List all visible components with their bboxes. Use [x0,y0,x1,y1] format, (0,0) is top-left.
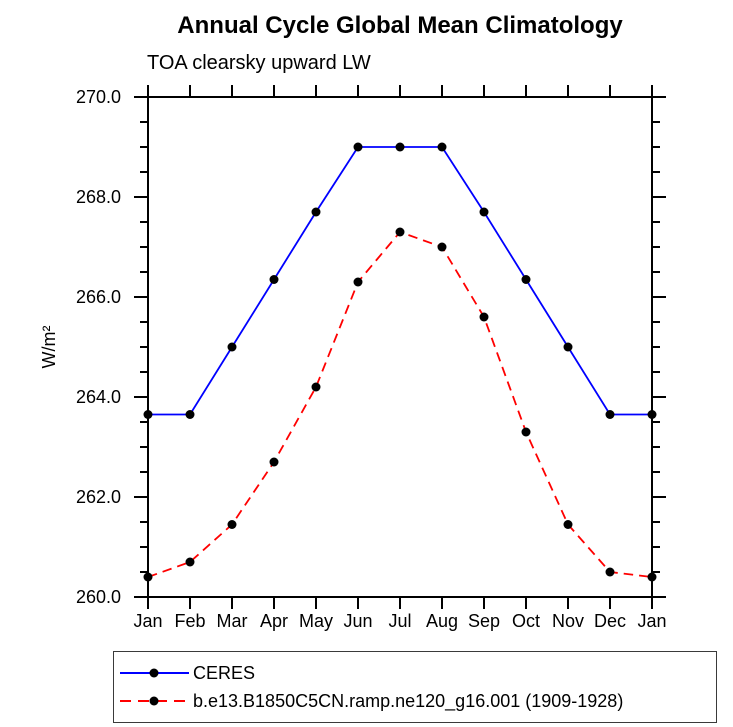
data-point-marker [647,572,657,582]
x-tick-label: Jan [637,611,666,631]
x-tick-label: Jun [343,611,372,631]
data-point-marker [353,142,363,152]
data-point-marker [437,242,447,252]
data-point-marker [185,557,195,567]
data-point-marker [437,142,447,152]
data-point-marker [227,342,237,352]
y-tick-label: 260.0 [76,587,121,607]
x-axis-ticks: Jan Feb Mar Apr May Jun Jul Aug Sep Oct Nov Dec Jan [133,85,667,631]
data-point-marker [563,342,573,352]
ceres-line-sample-icon [120,668,189,678]
x-tick-label: Feb [174,611,205,631]
data-point-marker [479,312,489,322]
data-point-marker [311,207,321,217]
y-tick-label: 262.0 [76,487,121,507]
y-minor-ticks [140,121,660,573]
y-tick-label: 266.0 [76,287,121,307]
data-point-marker [227,520,237,529]
legend-item-model: b.e13.B1850C5CN.ramp.ne120_g16.001 (1909… [114,687,716,715]
chart-legend: CERES b.e13.B1850C5CN.ramp.ne120_g16.001… [113,651,717,723]
x-tick-label: Mar [217,611,248,631]
x-tick-label: Sep [468,611,500,631]
annual-cycle-line-chart: 260.0 262.0 264.0 266.0 268.0 270.0 Jan Feb Mar A… [39,85,667,631]
data-point-marker [647,410,657,419]
legend-label-model: b.e13.B1850C5CN.ramp.ne120_g16.001 (1909… [193,690,624,711]
x-tick-label: Nov [552,611,584,631]
data-point-marker [311,382,321,392]
data-point-marker [521,275,531,284]
y-tick-label: 270.0 [76,87,121,107]
legend-item-ceres: CERES [114,659,716,687]
data-point-marker [395,142,405,152]
x-tick-label: Jul [388,611,411,631]
y-major-ticks: 260.0 262.0 264.0 266.0 268.0 270.0 [76,87,666,607]
y-tick-label: 268.0 [76,187,121,207]
data-point-marker [143,410,153,419]
data-point-marker [269,275,279,284]
model-line-sample-icon [120,696,189,706]
x-tick-label: Dec [594,611,626,631]
data-point-marker [605,410,615,419]
series-line [148,146,652,416]
y-axis-label: W/m² [39,326,59,369]
series-ceres [143,142,657,419]
x-tick-label: Apr [260,611,288,631]
chart-title: Annual Cycle Global Mean Climatology [177,12,623,39]
data-point-marker [563,520,573,529]
data-point-marker [143,572,153,582]
x-tick-label: Oct [512,611,540,631]
data-point-marker [479,207,489,217]
series-model [143,227,657,582]
data-point-marker [395,227,405,237]
data-point-marker [521,427,531,437]
x-tick-label: Aug [426,611,458,631]
data-point-marker [353,277,363,287]
x-tick-label: Jan [133,611,162,631]
x-tick-label: May [299,611,333,631]
data-point-marker [185,410,195,419]
series-line [147,230,653,578]
chart-subtitle: TOA clearsky upward LW [147,52,371,74]
data-point-marker [605,567,615,577]
plot-border [147,96,653,598]
legend-label-ceres: CERES [193,662,256,683]
data-point-marker [269,457,279,467]
y-tick-label: 264.0 [76,387,121,407]
